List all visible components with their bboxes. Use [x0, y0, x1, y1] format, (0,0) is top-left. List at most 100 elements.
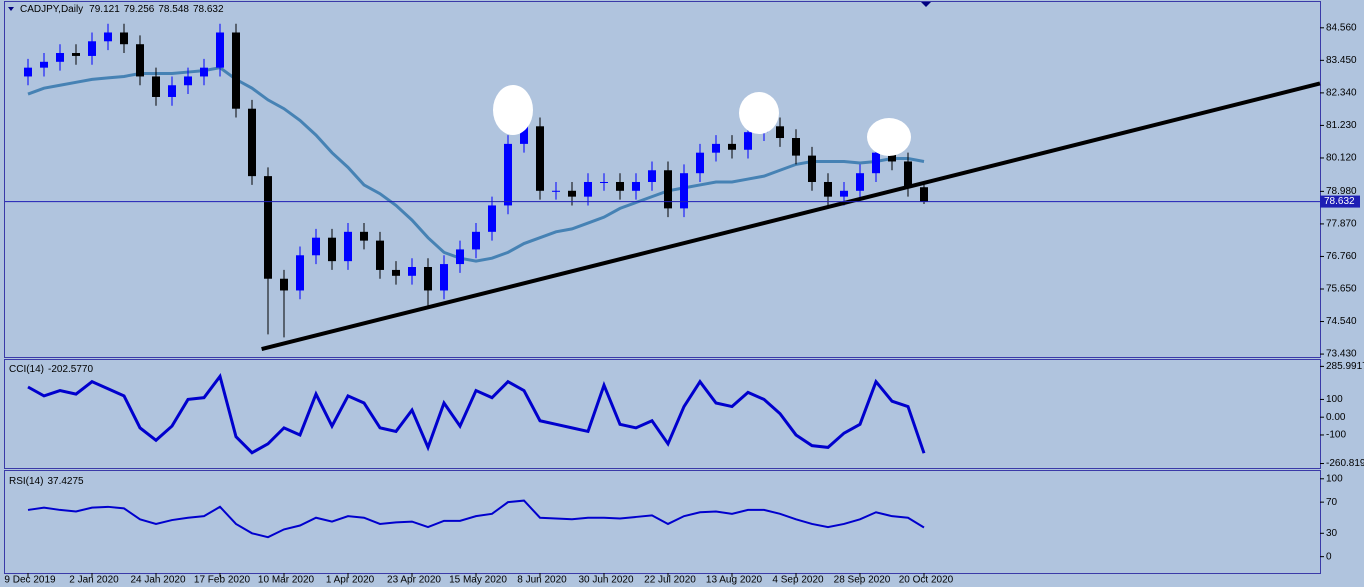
x-tick-label: 2 Jan 2020: [69, 575, 119, 586]
y-tick-label: 81.230: [1326, 120, 1357, 131]
candle-body: [856, 173, 864, 191]
candle-body: [488, 205, 496, 232]
cci-label: CCI(14): [9, 364, 44, 375]
price-label-box: [1320, 195, 1360, 208]
y-tick-label: 285.9917: [1326, 361, 1364, 372]
y-tick-label: 77.870: [1326, 219, 1357, 230]
menu-arrow[interactable]: [8, 7, 14, 11]
open-value: 79.121: [89, 4, 120, 15]
x-tick-label: 28 Sep 2020: [834, 575, 891, 586]
price-header: CADJPY,Daily 79.121 79.256 78.548 78.632: [20, 4, 224, 15]
x-tick-label: 4 Sep 2020: [772, 575, 824, 586]
y-tick-label: 82.340: [1326, 88, 1357, 99]
candle-body: [296, 255, 304, 291]
y-tick-label: 74.540: [1326, 316, 1357, 327]
candle-body: [632, 181, 640, 191]
candle-body: [184, 76, 192, 86]
y-tick-label: 75.650: [1326, 284, 1357, 295]
candle-body: [520, 126, 528, 144]
highlight-ellipse: [493, 85, 533, 135]
x-tick-label: 17 Feb 2020: [194, 575, 251, 586]
candle-body: [456, 249, 464, 265]
rsi-header: RSI(14) 37.4275: [9, 476, 84, 487]
y-tick-label: 83.450: [1326, 55, 1357, 66]
candle-body: [600, 181, 608, 183]
y-tick-label: 80.120: [1326, 153, 1357, 164]
candle-body: [472, 231, 480, 250]
moving-average: [27, 66, 925, 263]
candle-body: [280, 278, 288, 291]
x-tick-label: 1 Apr 2020: [326, 575, 375, 586]
candle-body: [808, 155, 816, 182]
candle-body: [920, 187, 928, 202]
x-tick-label: 10 Mar 2020: [258, 575, 315, 586]
candle-body: [360, 231, 368, 241]
y-tick-label: 30: [1326, 528, 1338, 539]
indicator-line: [27, 499, 925, 539]
candle-body: [408, 267, 416, 276]
candle-body: [248, 108, 256, 177]
x-tick-label: 22 Jul 2020: [644, 575, 696, 586]
y-tick-label: 84.560: [1326, 22, 1357, 33]
candle-body: [616, 181, 624, 191]
x-tick-label: 13 Aug 2020: [706, 575, 763, 586]
y-tick-label: 73.430: [1326, 349, 1357, 360]
x-tick-label: 9 Dec 2019: [4, 575, 56, 586]
y-tick-label: 78.980: [1326, 186, 1357, 197]
shift-marker: [921, 2, 931, 7]
x-tick-label: 15 May 2020: [449, 575, 507, 586]
candle-body: [200, 67, 208, 77]
cci-value: -202.5770: [48, 364, 93, 375]
cci-header: CCI(14) -202.5770: [9, 364, 93, 375]
candle-body: [392, 269, 400, 276]
low-value: 78.548: [158, 4, 189, 15]
candle-body: [744, 132, 752, 150]
price-panel: [4, 1, 1321, 358]
candle-body: [88, 41, 96, 56]
close-value: 78.632: [193, 4, 224, 15]
candle-body: [536, 126, 544, 191]
candle-body: [104, 32, 112, 42]
y-tick-label: 100: [1326, 394, 1343, 405]
x-tick-label: 20 Oct 2020: [899, 575, 954, 586]
y-tick-label: -100: [1326, 430, 1346, 441]
candle-body: [152, 76, 160, 97]
candle-body: [872, 152, 880, 174]
candle-body: [136, 44, 144, 77]
y-tick-label: 100: [1326, 473, 1343, 484]
candle-body: [568, 190, 576, 197]
y-tick-label: 0: [1326, 551, 1332, 562]
candle-body: [792, 138, 800, 156]
x-tick-label: 30 Jun 2020: [578, 575, 633, 586]
indicator-line: [27, 372, 926, 455]
y-tick-label: 70: [1326, 497, 1338, 508]
candle-body: [664, 170, 672, 209]
price-label: 78.632: [1324, 196, 1355, 207]
trendline: [261, 81, 1321, 352]
y-tick-label: 0.00: [1326, 412, 1346, 423]
x-tick-label: 8 Jun 2020: [517, 575, 567, 586]
candle-body: [232, 32, 240, 109]
y-tick-label: -260.819: [1326, 458, 1364, 469]
candle-body: [72, 53, 80, 56]
candle-body: [40, 61, 48, 68]
candle-body: [824, 181, 832, 197]
rsi-label: RSI(14): [9, 476, 43, 487]
candle-body: [776, 126, 784, 139]
candle-body: [216, 32, 224, 68]
candle-body: [328, 237, 336, 262]
high-value: 79.256: [124, 4, 155, 15]
x-tick-label: 24 Jan 2020: [130, 575, 185, 586]
highlight-ellipse: [867, 118, 911, 156]
candle-body: [680, 173, 688, 209]
candle-body: [376, 240, 384, 270]
candle-body: [648, 170, 656, 182]
candle-body: [584, 181, 592, 197]
candle-body: [840, 190, 848, 197]
candle-body: [888, 152, 896, 162]
candle-body: [56, 53, 64, 62]
candle-body: [424, 267, 432, 291]
candle-body: [728, 143, 736, 150]
